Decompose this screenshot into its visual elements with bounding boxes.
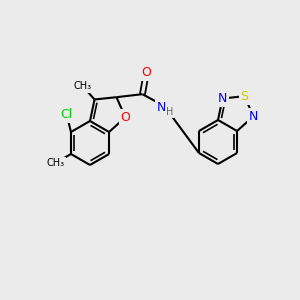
Text: O: O [121, 111, 130, 124]
Text: S: S [241, 90, 248, 103]
Text: Cl: Cl [61, 108, 73, 121]
Text: N: N [157, 101, 166, 114]
Text: CH₃: CH₃ [74, 81, 92, 91]
Text: CH₃: CH₃ [46, 158, 64, 168]
Text: N: N [249, 110, 258, 123]
Text: O: O [142, 66, 152, 79]
Text: H: H [166, 107, 173, 117]
Text: N: N [218, 92, 227, 105]
